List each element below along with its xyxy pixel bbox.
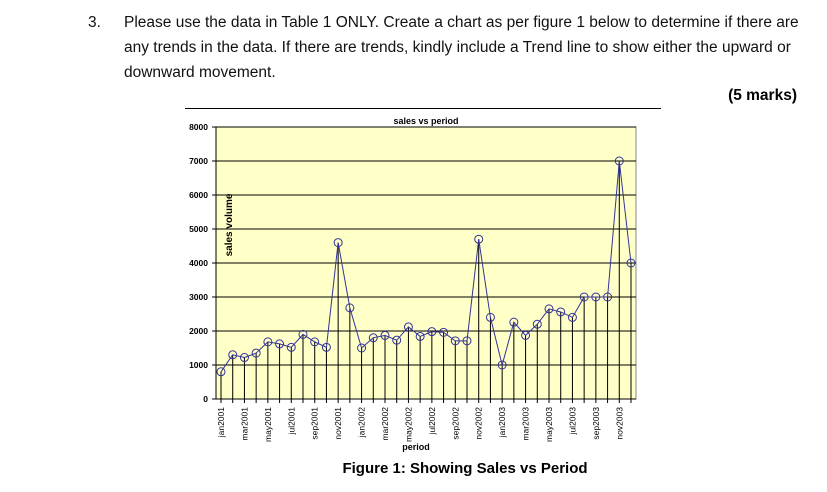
x-tick-label: jul2003: [567, 407, 577, 436]
x-tick-label: nov2003: [614, 407, 624, 440]
data-point: [427, 327, 437, 337]
data-point: [439, 327, 449, 337]
x-tick-label: may2003: [544, 407, 554, 442]
data-point: [462, 336, 472, 346]
y-tick-label: 8000: [189, 122, 208, 132]
data-point: [321, 342, 331, 352]
y-tick-label: 6000: [189, 190, 208, 200]
data-point: [228, 350, 238, 360]
data-point: [380, 330, 390, 340]
x-tick-label: jul2002: [427, 407, 437, 436]
x-axis-title: period: [402, 442, 430, 452]
y-tick-label: 0: [203, 394, 208, 404]
data-point: [474, 234, 484, 244]
data-point: [357, 343, 367, 353]
data-point: [591, 292, 601, 302]
x-tick-label: nov2002: [474, 407, 484, 440]
data-point: [485, 312, 495, 322]
x-tick-label: mar2001: [239, 407, 249, 441]
data-point: [333, 238, 343, 248]
data-point: [450, 336, 460, 346]
question-text: Please use the data in Table 1 ONLY. Cre…: [124, 14, 799, 81]
y-tick-label: 4000: [189, 258, 208, 268]
marks-label: (5 marks): [728, 87, 797, 104]
x-tick-label: mar2002: [380, 407, 390, 441]
y-axis-title: sales volume: [224, 193, 235, 256]
chart-title: sales vs period: [393, 116, 458, 126]
x-tick-label: jan2002: [357, 407, 367, 439]
data-point: [509, 317, 519, 327]
divider: [185, 108, 661, 109]
x-tick-label: may2002: [403, 407, 413, 442]
data-point: [310, 337, 320, 347]
x-tick-label: jan2001: [216, 407, 226, 439]
data-point: [263, 337, 273, 347]
y-tick-label: 3000: [189, 292, 208, 302]
x-tick-label: sep2003: [591, 407, 601, 440]
data-point: [603, 292, 613, 302]
x-tick-label: jan2003: [497, 407, 507, 439]
x-tick-label: nov2001: [333, 407, 343, 440]
data-point: [567, 312, 577, 322]
data-point: [403, 322, 413, 332]
data-point: [368, 333, 378, 343]
x-tick-label: sep2001: [310, 407, 320, 440]
data-point: [579, 292, 589, 302]
data-point: [544, 304, 554, 314]
y-tick-label: 2000: [189, 326, 208, 336]
x-tick-label: may2001: [263, 407, 273, 442]
data-point: [392, 335, 402, 345]
data-point: [216, 367, 226, 377]
sales-chart: 0 1000 2000 3000 4000 5000 6000 7000 8000 jan2001…: [189, 116, 637, 452]
series-line: [220, 160, 632, 373]
data-point: [521, 330, 531, 340]
y-tick-label: 7000: [189, 156, 208, 166]
data-point: [298, 329, 308, 339]
data-point: [497, 360, 507, 370]
data-point: [532, 319, 542, 329]
data-point: [286, 342, 296, 352]
data-point: [275, 339, 285, 349]
y-tick-label: 1000: [189, 360, 208, 370]
data-point: [626, 258, 636, 268]
question-number: 3.: [88, 14, 101, 31]
data-point: [556, 307, 566, 317]
data-point: [415, 331, 425, 341]
x-tick-label: mar2003: [521, 407, 531, 441]
data-point: [239, 353, 249, 363]
data-point: [614, 156, 624, 166]
x-tick-label: sep2002: [450, 407, 460, 440]
data-point: [251, 348, 261, 358]
x-tick-label: jul2001: [286, 407, 296, 436]
y-tick-label: 5000: [189, 224, 208, 234]
data-point: [345, 303, 355, 313]
figure-caption: Figure 1: Showing Sales vs Period: [342, 460, 588, 477]
